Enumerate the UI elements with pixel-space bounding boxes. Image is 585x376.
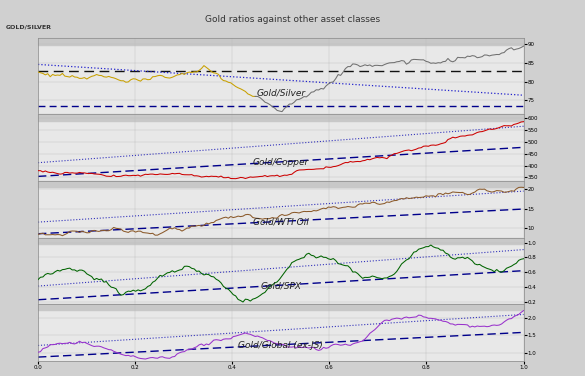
Text: GOLD/SILVER: GOLD/SILVER	[6, 24, 52, 29]
Text: Gold/WTI Oil: Gold/WTI Oil	[253, 217, 309, 226]
Text: Gold ratios against other asset classes: Gold ratios against other asset classes	[205, 15, 380, 24]
Text: Gold/Silver: Gold/Silver	[256, 88, 305, 97]
Bar	[38, 304, 524, 310]
Text: Gold/SPX: Gold/SPX	[260, 281, 301, 290]
Bar	[38, 114, 524, 121]
Text: Gold/Copper: Gold/Copper	[253, 158, 309, 167]
Bar	[38, 181, 524, 187]
Bar	[38, 38, 524, 45]
Text: Gold/Global (ex-JS): Gold/Global (ex-JS)	[238, 341, 324, 350]
Bar	[38, 238, 524, 244]
